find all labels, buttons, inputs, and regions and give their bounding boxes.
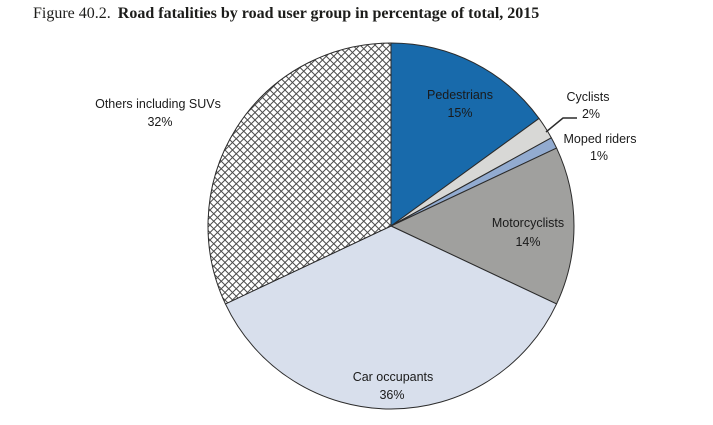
value-moped-riders: 1% (590, 149, 608, 163)
label-cyclists: Cyclists (566, 90, 609, 104)
pie-slices (207, 42, 575, 410)
figure-title: Figure 40.2. Road fatalities by road user… (33, 5, 539, 23)
value-pedestrians: 15% (447, 106, 472, 120)
pie-slice-motorcyclists (390, 147, 575, 305)
figure-title-text: Road fatalities by road user group in pe… (117, 5, 540, 22)
value-cyclists: 2% (582, 107, 600, 121)
value-others-including-suvs: 32% (147, 115, 172, 129)
label-motorcyclists: Motorcyclists (492, 216, 564, 230)
value-car-occupants: 36% (379, 388, 404, 402)
pie-slice-car-occupants (224, 225, 558, 410)
pie-slice-others-including-suvs (207, 42, 392, 305)
segment-labels: Pedestrians 15% Cyclists 2% Moped riders… (95, 88, 636, 402)
figure-number: Figure 40.2. (33, 5, 111, 22)
label-others-including-suvs: Others including SUVs (95, 97, 221, 111)
pie-slice-pedestrians (390, 42, 540, 227)
label-car-occupants: Car occupants (353, 370, 434, 384)
cyclists-leader-line (545, 117, 577, 133)
label-pedestrians: Pedestrians (427, 88, 493, 102)
label-moped-riders: Moped riders (564, 132, 637, 146)
value-motorcyclists: 14% (515, 235, 540, 249)
